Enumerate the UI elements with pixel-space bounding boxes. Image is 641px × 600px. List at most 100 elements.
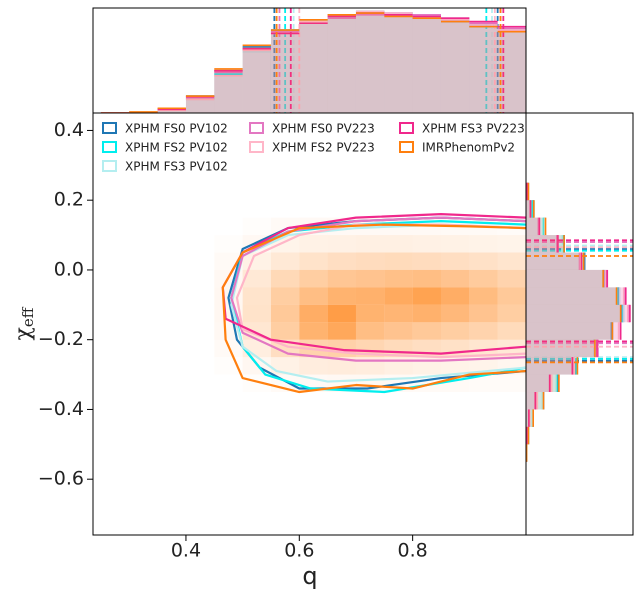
density-cell (271, 287, 299, 304)
y-tick-label: −0.6 (38, 468, 84, 490)
legend-label: IMRPhenomPv2 (422, 141, 515, 155)
density-cell (413, 253, 441, 270)
q-hist-bar (356, 13, 384, 113)
chi-hist-bar (526, 218, 546, 235)
density-cell (498, 322, 526, 339)
density-cell (384, 235, 412, 252)
legend-swatch (400, 123, 413, 133)
density-cell (469, 287, 497, 304)
density-cell (356, 253, 384, 270)
density-cell (384, 253, 412, 270)
q-hist-bar (243, 45, 271, 113)
y-tick-label: −0.4 (38, 398, 84, 420)
chi-hist-bar (526, 340, 595, 357)
legend-label: XPHM FS3 PV223 (422, 122, 525, 136)
density-cell (469, 270, 497, 287)
density-cell (271, 305, 299, 322)
density-cell (214, 235, 242, 252)
density-cell (498, 305, 526, 322)
density-cell (413, 322, 441, 339)
y-axis-label: χeff (11, 306, 37, 340)
q-hist-bar (384, 16, 412, 113)
density-cell (469, 305, 497, 322)
y-label-base: χ (11, 327, 36, 340)
density-cell (441, 253, 469, 270)
right-marginal (526, 183, 633, 462)
density-cell (271, 322, 299, 339)
chi-hist-bar (526, 409, 533, 426)
q-hist-bar (498, 32, 526, 113)
density-cell (384, 270, 412, 287)
density-cell (243, 287, 271, 304)
density-cell (271, 253, 299, 270)
q-hist-bar (441, 22, 469, 113)
density-cell (498, 253, 526, 270)
density-cell (441, 235, 469, 252)
q-hist-bar (271, 30, 299, 113)
chi-hist-bar (526, 392, 543, 409)
q-hist-bar (299, 20, 327, 113)
legend-swatch (103, 123, 116, 133)
density-cell (299, 305, 327, 322)
density-cell (498, 235, 526, 252)
density-cell (356, 270, 384, 287)
q-hist-bar (214, 69, 242, 113)
density-cell (243, 305, 271, 322)
y-tick-label: 0.4 (54, 119, 84, 141)
chi-hist-bar (526, 357, 577, 374)
x-axis-label: q (302, 562, 317, 590)
density-cell (328, 287, 356, 304)
density-cell (299, 270, 327, 287)
density-cell (356, 287, 384, 304)
y-tick-label: −0.2 (38, 328, 84, 350)
legend-label: XPHM FS0 PV223 (272, 122, 375, 136)
density-cell (299, 287, 327, 304)
legend-label: XPHM FS3 PV102 (125, 160, 228, 174)
density-cell (441, 270, 469, 287)
density-cell (441, 322, 469, 339)
legend-swatch (250, 123, 263, 133)
density-cell (299, 357, 327, 374)
density-cell (384, 287, 412, 304)
chi-hist-bar (526, 270, 603, 287)
q-hist-bar (186, 96, 214, 113)
legend-label: XPHM FS2 PV102 (125, 141, 228, 155)
density-cell (469, 235, 497, 252)
legend-swatch (400, 142, 413, 152)
density-cell (469, 322, 497, 339)
density-cell (271, 270, 299, 287)
density-cell (441, 305, 469, 322)
chi-hist-bar (526, 235, 564, 252)
y-tick-label: 0.2 (54, 189, 84, 211)
legend-swatch (250, 142, 263, 152)
density-cell (299, 322, 327, 339)
chi-hist-bar (526, 200, 534, 217)
density-cell (413, 235, 441, 252)
density-cell (356, 322, 384, 339)
main-panel (214, 214, 526, 392)
density-cell (214, 375, 242, 392)
legend-label: XPHM FS2 PV223 (272, 141, 375, 155)
density-cell (328, 270, 356, 287)
density-cell (243, 218, 271, 235)
x-tick-label: 0.4 (171, 540, 201, 562)
density-cell (356, 305, 384, 322)
q-hist-bar (413, 18, 441, 113)
chi-hist-bar (526, 305, 621, 322)
q-hist-bar (469, 27, 497, 113)
density-cell (299, 235, 327, 252)
density-cell (384, 322, 412, 339)
legend-label: XPHM FS0 PV102 (125, 122, 228, 136)
legend-swatch (103, 142, 116, 152)
y-tick-label: 0.0 (54, 258, 84, 280)
density-cell (384, 305, 412, 322)
density-cell (498, 287, 526, 304)
density-cell (328, 235, 356, 252)
density-cell (214, 218, 242, 235)
density-cell (328, 305, 356, 322)
x-tick-label: 0.6 (284, 540, 314, 562)
density-cell (328, 253, 356, 270)
density-cell (498, 270, 526, 287)
